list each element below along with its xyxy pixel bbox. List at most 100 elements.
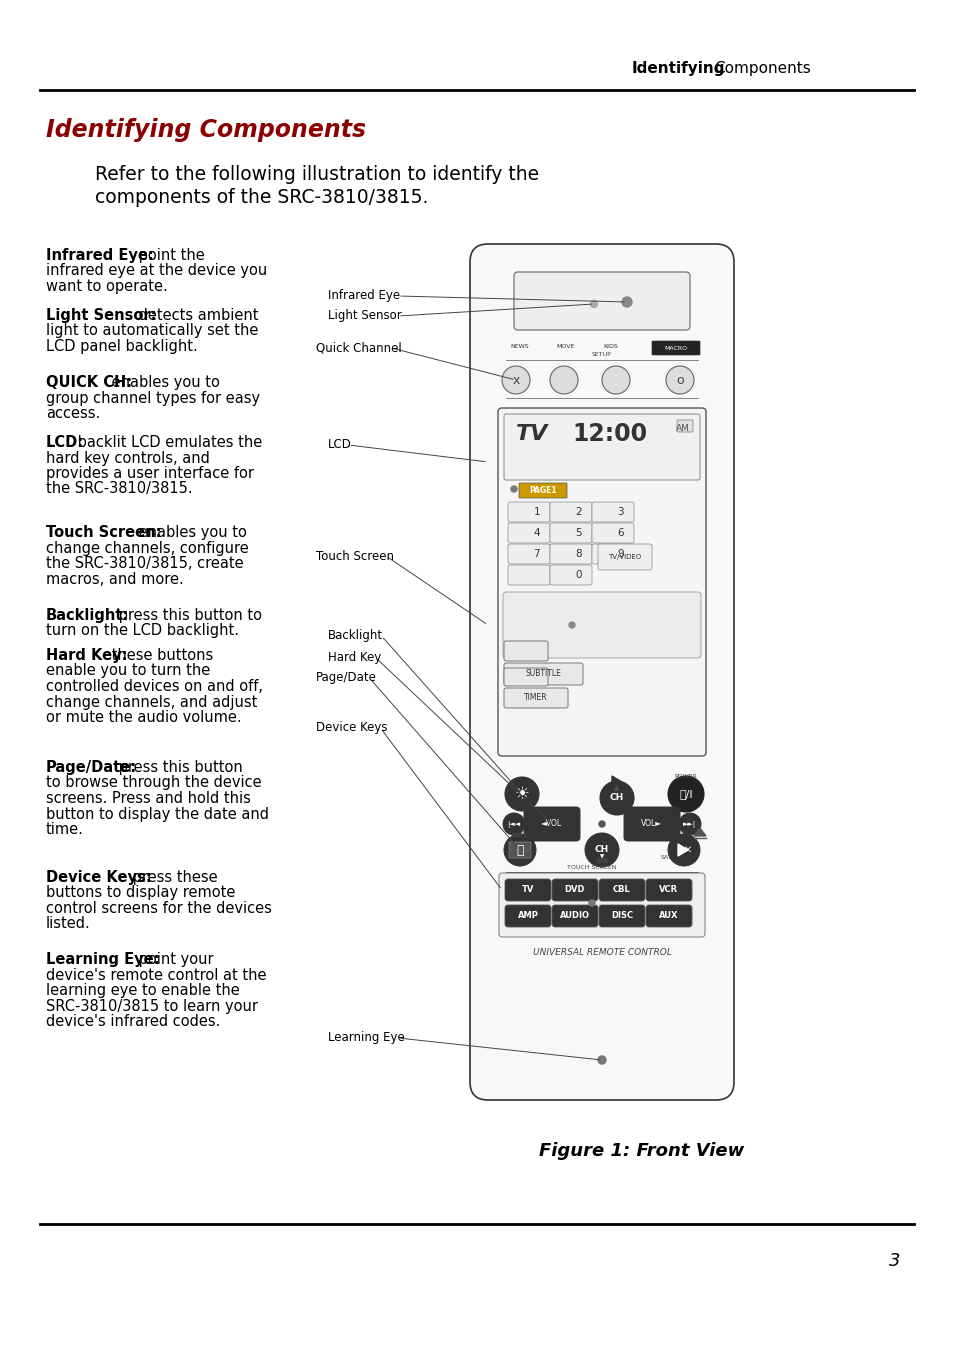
Text: 1: 1 xyxy=(533,507,539,516)
Text: button to display the date and: button to display the date and xyxy=(46,807,269,822)
FancyBboxPatch shape xyxy=(592,502,634,522)
Circle shape xyxy=(503,834,536,867)
Text: Light Sensor: Light Sensor xyxy=(328,310,401,323)
Text: enable you to turn the: enable you to turn the xyxy=(46,664,210,679)
Text: AM: AM xyxy=(676,425,689,433)
Bar xyxy=(597,859,606,863)
Text: DVD: DVD xyxy=(564,886,584,895)
FancyBboxPatch shape xyxy=(504,879,551,900)
Text: LCD: LCD xyxy=(328,438,352,452)
Text: SRC-3810/3815 to learn your: SRC-3810/3815 to learn your xyxy=(46,999,257,1014)
Text: MOVE: MOVE xyxy=(556,343,574,349)
Text: ▼: ▼ xyxy=(599,854,603,859)
Text: Light Sensor:: Light Sensor: xyxy=(46,308,156,323)
Text: learning eye to enable the: learning eye to enable the xyxy=(46,983,239,998)
Text: to browse through the device: to browse through the device xyxy=(46,776,261,791)
Text: or mute the audio volume.: or mute the audio volume. xyxy=(46,710,241,725)
Text: 2: 2 xyxy=(575,507,581,516)
FancyBboxPatch shape xyxy=(503,641,547,661)
Text: SUBTITLE: SUBTITLE xyxy=(524,669,560,679)
Text: macros, and more.: macros, and more. xyxy=(46,572,184,587)
Text: device's infrared codes.: device's infrared codes. xyxy=(46,1014,220,1029)
Text: infrared eye at the device you: infrared eye at the device you xyxy=(46,264,267,279)
Text: MACRO: MACRO xyxy=(663,346,687,350)
Text: AUDIO: AUDIO xyxy=(559,911,589,921)
FancyBboxPatch shape xyxy=(503,662,582,685)
FancyBboxPatch shape xyxy=(598,904,644,927)
Text: Infrared Eye: Infrared Eye xyxy=(328,289,399,303)
Text: Page/Date:: Page/Date: xyxy=(46,760,137,775)
Text: |◄◄: |◄◄ xyxy=(507,821,520,827)
Text: Page/Date: Page/Date xyxy=(315,672,376,684)
FancyBboxPatch shape xyxy=(504,904,551,927)
Text: 5: 5 xyxy=(575,529,581,538)
Text: press these: press these xyxy=(128,869,217,886)
Text: 0: 0 xyxy=(575,571,581,580)
Text: NEWS: NEWS xyxy=(510,343,528,349)
Text: Backlight: Backlight xyxy=(328,630,383,642)
Text: the SRC-3810/3815, create: the SRC-3810/3815, create xyxy=(46,556,243,571)
Circle shape xyxy=(598,1056,605,1064)
Text: 7: 7 xyxy=(533,549,539,558)
FancyBboxPatch shape xyxy=(518,483,566,498)
Text: listed.: listed. xyxy=(46,917,91,932)
Text: group channel types for easy: group channel types for easy xyxy=(46,391,260,406)
FancyBboxPatch shape xyxy=(592,544,634,564)
Text: Identifying: Identifying xyxy=(631,61,724,76)
Text: VCR: VCR xyxy=(659,886,678,895)
Text: 12:00: 12:00 xyxy=(572,422,647,446)
Circle shape xyxy=(550,366,578,393)
Text: want to operate.: want to operate. xyxy=(46,279,168,293)
Text: hard key controls, and: hard key controls, and xyxy=(46,450,210,465)
Text: access.: access. xyxy=(46,406,100,420)
Text: DATE: DATE xyxy=(512,833,528,838)
Text: Ⓟ: Ⓟ xyxy=(516,844,523,857)
Text: AMP: AMP xyxy=(517,911,537,921)
FancyBboxPatch shape xyxy=(523,807,579,841)
Circle shape xyxy=(588,900,595,906)
FancyBboxPatch shape xyxy=(507,544,550,564)
Text: VOL►: VOL► xyxy=(640,819,662,829)
Text: UNIVERSAL REMOTE CONTROL: UNIVERSAL REMOTE CONTROL xyxy=(532,948,671,957)
Text: x: x xyxy=(512,373,519,387)
FancyBboxPatch shape xyxy=(507,502,550,522)
FancyBboxPatch shape xyxy=(598,879,644,900)
Text: Hard Key:: Hard Key: xyxy=(46,648,128,662)
Text: TV/VIDEO: TV/VIDEO xyxy=(608,554,640,560)
Text: QUICK CH:: QUICK CH: xyxy=(46,375,132,389)
Text: 9: 9 xyxy=(617,549,623,558)
Text: components of the SRC-3810/3815.: components of the SRC-3810/3815. xyxy=(95,188,428,207)
Polygon shape xyxy=(612,776,621,788)
Text: Hard Key: Hard Key xyxy=(328,652,381,664)
Text: CH: CH xyxy=(609,794,623,803)
Text: point your: point your xyxy=(134,952,213,967)
Circle shape xyxy=(511,485,517,492)
Circle shape xyxy=(584,833,618,867)
Text: controlled devices on and off,: controlled devices on and off, xyxy=(46,679,263,694)
Circle shape xyxy=(667,834,700,867)
Circle shape xyxy=(679,813,700,836)
Text: enables you to: enables you to xyxy=(107,375,220,389)
FancyBboxPatch shape xyxy=(498,873,704,937)
FancyBboxPatch shape xyxy=(507,565,550,585)
Text: Backlight:: Backlight: xyxy=(46,608,130,623)
Circle shape xyxy=(504,777,538,811)
FancyBboxPatch shape xyxy=(497,408,705,756)
Text: Components: Components xyxy=(713,61,810,76)
FancyBboxPatch shape xyxy=(507,523,550,544)
Text: MACRO: MACRO xyxy=(656,343,679,349)
Text: POWER: POWER xyxy=(674,773,697,779)
FancyBboxPatch shape xyxy=(552,904,598,927)
Text: SETUP: SETUP xyxy=(592,352,611,357)
FancyBboxPatch shape xyxy=(552,879,598,900)
FancyBboxPatch shape xyxy=(502,592,700,658)
Circle shape xyxy=(665,366,693,393)
Text: o: o xyxy=(676,373,683,387)
Text: change channels, configure: change channels, configure xyxy=(46,541,249,556)
Text: ▲: ▲ xyxy=(614,786,619,791)
Circle shape xyxy=(621,297,631,307)
FancyBboxPatch shape xyxy=(623,807,679,841)
Text: Identifying Components: Identifying Components xyxy=(46,118,366,142)
Text: control screens for the devices: control screens for the devices xyxy=(46,900,272,917)
FancyBboxPatch shape xyxy=(645,904,691,927)
